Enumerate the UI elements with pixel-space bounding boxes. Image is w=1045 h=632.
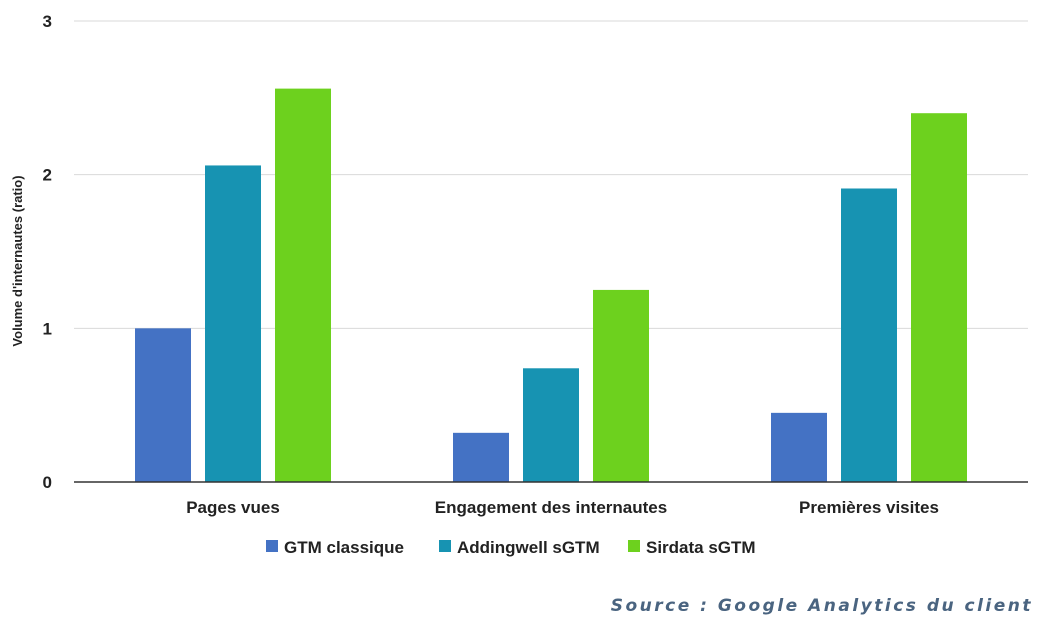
legend-swatch [439,540,451,552]
bar [593,289,649,482]
bar [523,368,579,482]
legend-label: Addingwell sGTM [457,538,600,557]
legend-label: GTM classique [284,538,404,557]
y-tick-label: 3 [43,12,52,31]
x-category-label: Premières visites [799,498,939,517]
x-category-label: Engagement des internautes [435,498,667,517]
bar [911,113,967,482]
x-category-label: Pages vues [186,498,280,517]
bar [453,432,509,482]
bar [841,188,897,482]
legend-swatch [628,540,640,552]
bar [771,412,827,482]
source-note: Source : Google Analytics du client [610,596,1033,616]
legend-label: Sirdata sGTM [646,538,756,557]
y-tick-label: 2 [43,166,52,185]
y-axis-ticks: 0 1 2 3 [43,12,52,492]
y-tick-label: 0 [43,473,52,492]
bars [135,88,967,483]
bar [205,165,261,483]
bar [135,328,191,482]
category-labels: Pages vues Engagement des internautes Prem… [186,498,939,517]
legend: GTM classique Addingwell sGTM Sirdata sGTM [266,538,756,557]
legend-swatch [266,540,278,552]
bar [275,88,331,482]
y-axis-label: Volume d'internautes (ratio) [10,175,25,346]
y-tick-label: 1 [43,319,52,338]
